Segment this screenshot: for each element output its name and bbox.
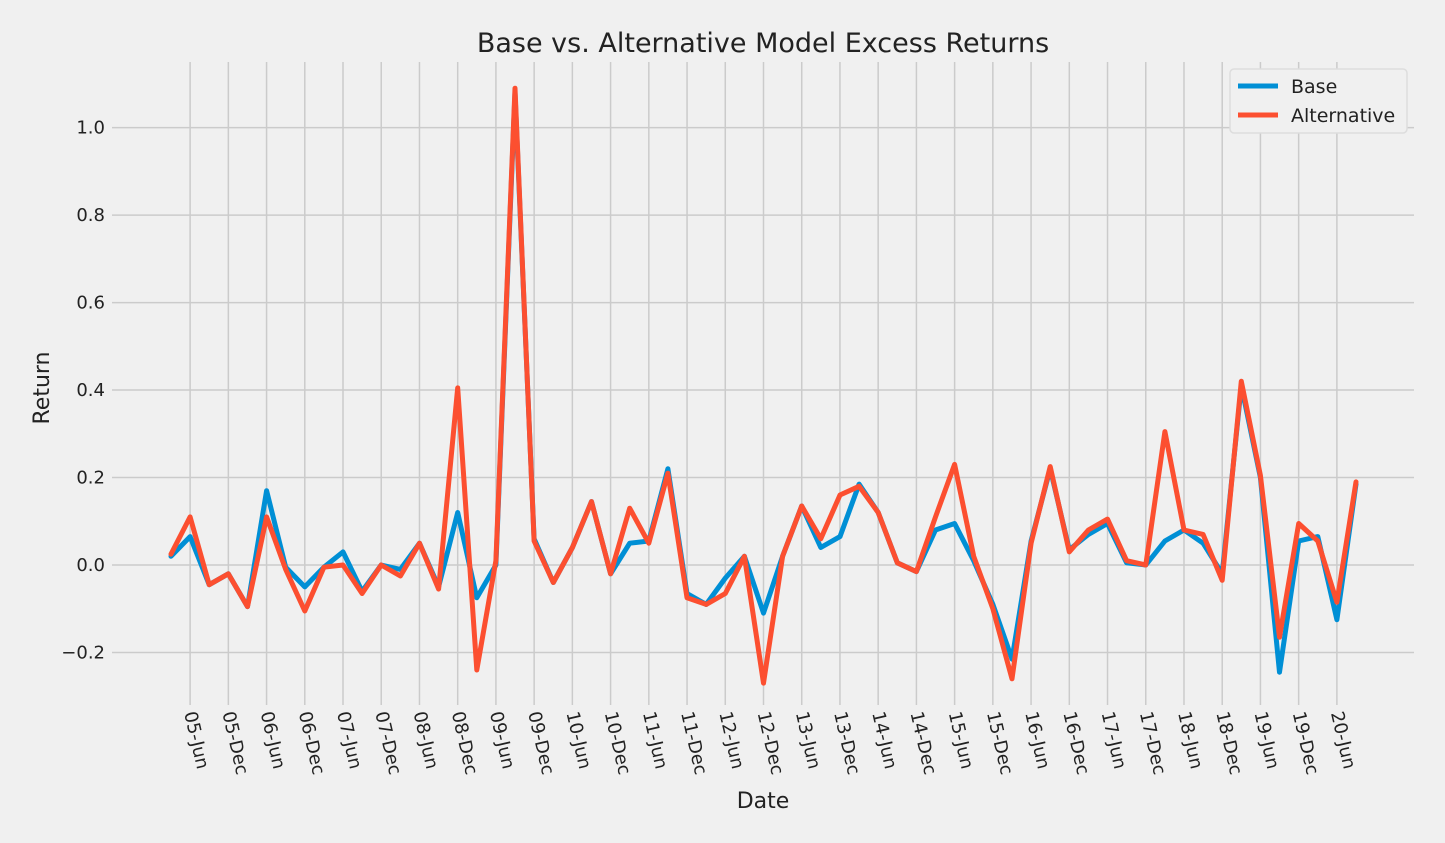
y-tick-label: 0.2 xyxy=(76,468,105,489)
chart-title: Base vs. Alternative Model Excess Return… xyxy=(477,28,1049,59)
y-tick-label: 0.6 xyxy=(76,293,105,314)
series-lines xyxy=(168,85,1359,686)
legend-label-base: Base xyxy=(1291,76,1337,98)
legend: Base Alternative xyxy=(1229,68,1408,134)
y-tick-label: 0.4 xyxy=(76,380,105,401)
y-axis-label: Return xyxy=(30,351,55,424)
x-axis-label: Date xyxy=(737,789,790,814)
legend-label-alternative: Alternative xyxy=(1291,105,1395,127)
y-tick-label: −0.2 xyxy=(61,643,105,664)
series-line-alternative xyxy=(168,85,1359,686)
y-tick-label: 1.0 xyxy=(76,118,105,139)
grid-lines xyxy=(112,62,1414,705)
y-tick-label: 0.0 xyxy=(76,555,105,576)
y-tick-label: 0.8 xyxy=(76,205,105,226)
y-axis-ticks: −0.2 0.0 0.2 0.4 0.6 0.8 1.0 xyxy=(61,118,105,664)
